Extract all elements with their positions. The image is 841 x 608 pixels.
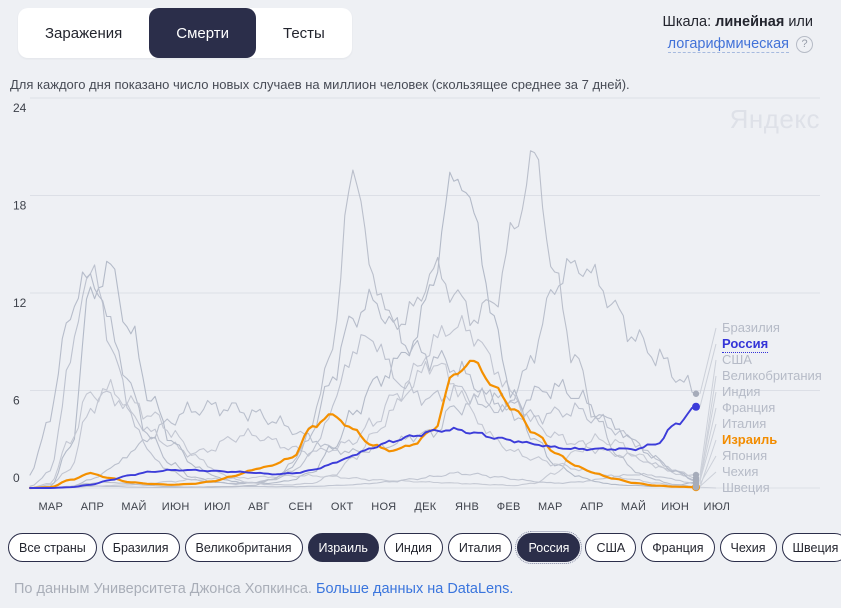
x-tick-label: ИЮН [162,501,190,513]
series-line-Италия [29,271,697,485]
x-tick-label: ФЕВ [497,501,521,513]
y-tick-label: 6 [13,394,20,408]
tab-Заражения[interactable]: Заражения [45,24,123,42]
tab-Смерти[interactable]: Смерти [149,8,256,58]
x-tick-label: АПР [580,501,603,513]
country-chip-Италия[interactable]: Италия [447,533,513,562]
series-line-Франция [29,264,697,487]
x-tick-label: ИЮЛ [204,501,231,513]
country-chip-Израиль[interactable]: Израиль [307,533,379,562]
series-line-Бразилия [29,258,697,489]
y-tick-label: 18 [13,199,27,213]
country-chip-Россия[interactable]: Россия [515,531,583,564]
legend-connector-США [699,359,717,476]
legend-label-Япония[interactable]: Япония [722,448,768,463]
country-chip-bar: Все страны Бразилия Великобритания Израиль И… [8,531,841,564]
scale-control: Шкала: линейная или логарифмическая? [663,11,813,55]
datalens-link[interactable]: Больше данных на DataLens. [315,581,514,597]
x-tick-label: НОЯ [371,501,396,513]
x-tick-label: АВГ [248,501,270,513]
series-line-США [29,314,697,489]
country-chip-Чехия[interactable]: Чехия [719,533,777,562]
legend-label-Чехия[interactable]: Чехия [722,464,759,479]
legend-label-США[interactable]: США [722,352,752,367]
series-line-Чехия [29,150,697,489]
legend-label-Бразилия[interactable]: Бразилия [722,320,780,335]
data-source-text: По данным Университета Джонса Хопкинса. [14,581,312,597]
legend-connector-Италия [699,423,717,481]
series-line-Израиль [28,359,698,490]
y-tick-label: 12 [13,296,27,310]
x-tick-label: ОКТ [331,501,354,513]
legend-label-Великобритания[interactable]: Великобритания [722,368,822,383]
series-line-Россия [29,405,697,489]
x-tick-label: ИЮЛ [703,501,730,513]
x-tick-label: МАР [538,501,563,513]
tab-Тесты[interactable]: Тесты [283,24,325,42]
tab-bar: Заражения Смерти Тесты [18,8,352,58]
scale-log-link[interactable]: логарифмическая [667,36,789,53]
legend-label-Италия[interactable]: Италия [722,416,767,431]
legend-connector-Индия [699,391,717,479]
x-tick-label: ЯНВ [455,501,479,513]
endpoint-dot-Швеция [692,483,700,491]
series-line-Великобритания [29,171,697,489]
country-chip-Индия[interactable]: Индия [383,533,443,562]
legend-connector-Франция [699,407,717,480]
endpoint-dot-Бразилия [692,390,700,397]
chart-area: 0 6 12 18 24 МАР АПР МАЙ ИЮН ИЮЛ АВГ СЕН ОКТ НОЯ ДЕК ЯН… [0,95,841,525]
series-line-Япония [29,471,697,489]
scale-prefix: Шкала: [662,14,712,30]
help-question-icon[interactable]: ? [796,36,813,53]
x-tick-label: АПР [81,501,104,513]
legend-label-Израиль[interactable]: Израиль [722,432,778,447]
y-tick-label: 24 [13,101,27,115]
country-chip-Франция[interactable]: Франция [641,533,715,562]
legend-connector-Швеция [699,486,717,489]
x-tick-label: СЕН [289,501,313,513]
legend-connector-Чехия [699,471,717,487]
x-tick-label: МАЙ [621,500,646,513]
endpoint-dot-Россия [692,402,700,411]
footer: По данным Университета Джонса Хопкинса. … [14,581,513,597]
country-chip-Швеция[interactable]: Швеция [781,533,841,562]
legend-label-Франция[interactable]: Франция [722,400,776,415]
country-chip-США[interactable]: США [585,533,637,562]
series-line-Швеция [29,361,697,489]
legend-connector-Бразилия [699,327,717,394]
line-chart-canvas[interactable]: 0 6 12 18 24 МАР АПР МАЙ ИЮН ИЮЛ АВГ СЕН ОКТ НОЯ ДЕК ЯН… [0,95,841,525]
country-chip-Все страны[interactable]: Все страны [8,533,97,562]
x-tick-label: ИЮН [661,501,689,513]
country-chip-Бразилия[interactable]: Бразилия [101,533,180,562]
y-tick-label: 0 [13,471,20,485]
x-tick-label: МАР [38,501,63,513]
legend-connector-Япония [699,455,717,485]
legend-label-Швеция[interactable]: Швеция [722,480,770,495]
legend-label-Россия[interactable]: Россия [722,336,769,353]
country-chip-Великобритания[interactable]: Великобритания [184,533,303,562]
scale-or: или [788,14,813,30]
yandex-watermark: Яндекс [729,104,820,134]
scale-linear-option[interactable]: линейная [715,14,785,30]
x-tick-label: МАЙ [121,500,146,513]
x-tick-label: ДЕК [414,501,436,513]
legend-label-Индия[interactable]: Индия [722,384,761,399]
series-line-Индия [29,433,697,489]
chart-description: Для каждого дня показано число новых слу… [10,77,630,92]
legend-connector-Россия [699,343,717,407]
